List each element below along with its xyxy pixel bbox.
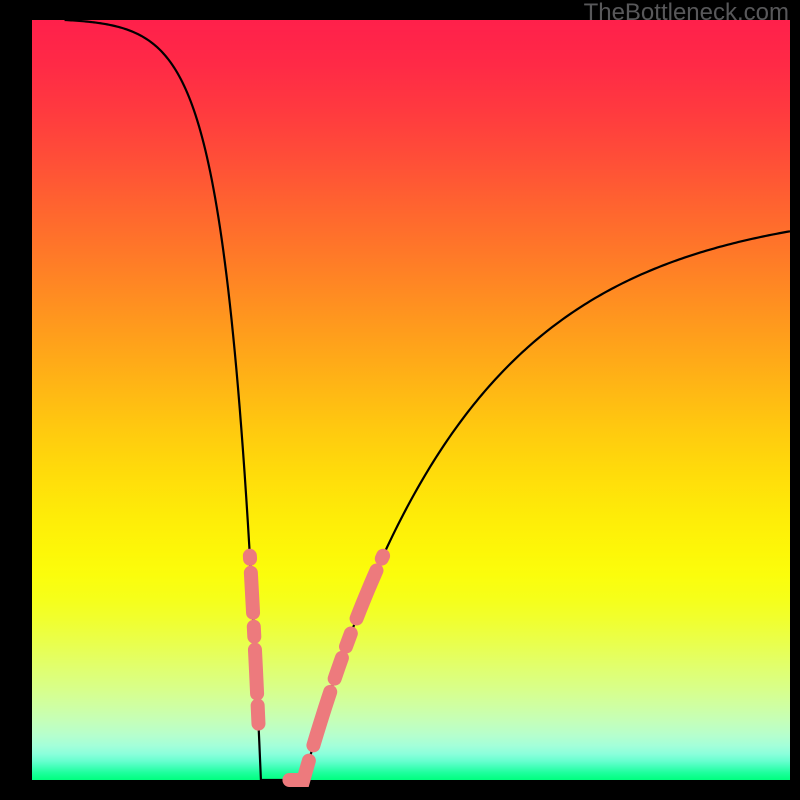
gradient-plot-area — [32, 20, 790, 780]
bottleneck-chart — [0, 0, 800, 800]
watermark-text: TheBottleneck.com — [584, 0, 789, 26]
watermark-label: TheBottleneck.com — [584, 0, 789, 27]
